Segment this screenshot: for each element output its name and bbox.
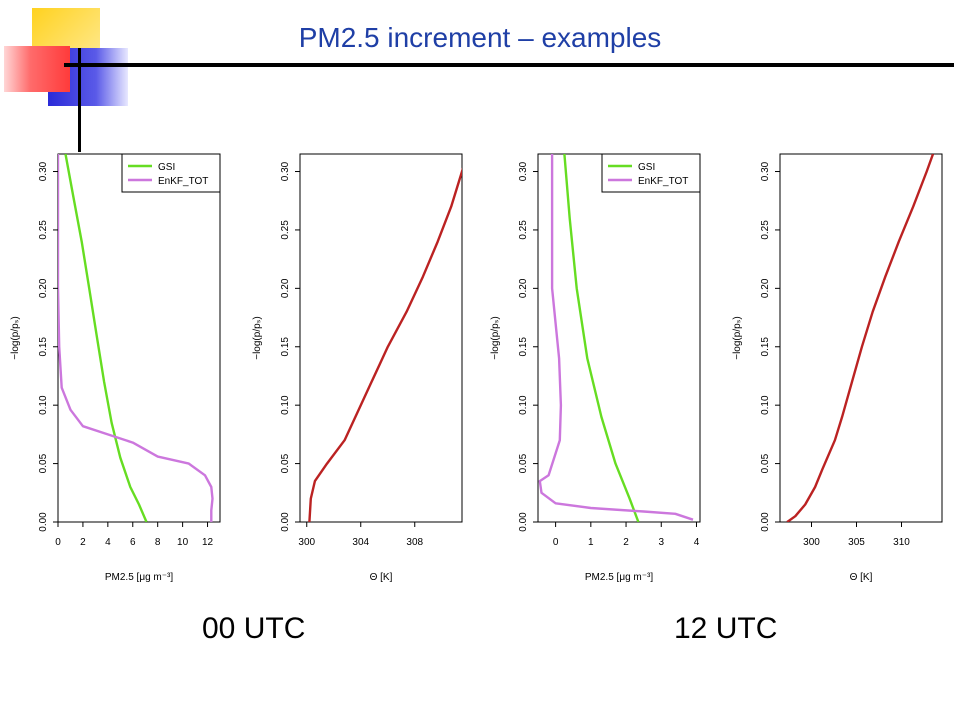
series-line-gsi [64,154,148,522]
y-tick-label: 0.00 [280,512,291,532]
x-axis-label: Θ [K] [370,572,393,583]
y-tick-label: 0.30 [518,161,529,181]
legend-label: GSI [638,162,655,173]
legend: GSI EnKF_TOT [601,153,701,193]
plot-frame [537,153,701,523]
x-tick-label: 300 [803,537,820,548]
y-tick-label: 0.20 [518,278,529,298]
x-tick-label: 4 [694,537,700,548]
plot-frame [299,153,463,523]
x-tick-label: 12 [202,537,214,548]
series-line-enkf-tot [58,154,214,522]
y-tick-label: 0.25 [760,220,771,240]
x-axis-label: PM2.5 [μg m⁻³] [585,572,653,583]
x-axis-label: PM2.5 [μg m⁻³] [105,572,173,583]
legend-label: EnKF_TOT [638,176,688,187]
chart-panel-1: 0.00 0.05 0.10 0.15 0.20 0.25 0.30 0 2 4 6 8 10 12 PM2… [10,153,221,583]
y-tick-label: 0.20 [760,278,771,298]
x-tick-label: 10 [177,537,189,548]
legend-label: EnKF_TOT [158,176,208,187]
series-line-gsi [563,154,640,522]
x-tick-label: 300 [298,537,315,548]
y-tick-label: 0.25 [280,220,291,240]
y-tick-label: 0.25 [38,220,49,240]
y-tick-label: 0.00 [518,512,529,532]
slide-title: PM2.5 increment – examples [298,22,662,53]
y-tick-label: 0.30 [760,161,771,181]
x-tick-label: 304 [352,537,369,548]
y-tick-label: 0.20 [280,278,291,298]
y-axis-label: −log(p/pₛ) [10,316,21,359]
y-tick-label: 0.10 [38,395,49,415]
y-tick-label: 0.15 [518,337,529,357]
y-tick-label: 0.05 [38,453,49,473]
series-line-theta [308,167,462,522]
y-axis-label: −log(p/pₛ) [252,316,263,359]
legend-label: GSI [158,162,175,173]
y-tick-label: 0.30 [38,161,49,181]
y-tick-label: 0.30 [280,161,291,181]
x-tick-label: 0 [55,537,61,548]
plot-frame [779,153,943,523]
y-tick-label: 0.05 [518,453,529,473]
deco-horizontal-line [64,63,954,67]
x-tick-label: 8 [155,537,161,548]
x-tick-label: 308 [406,537,423,548]
y-tick-label: 0.20 [38,278,49,298]
x-axis-label: Θ [K] [850,572,873,583]
chart-panel-2: 0.00 0.05 0.10 0.15 0.20 0.25 0.30 300 304 308 Θ [… [252,153,463,583]
chart-panel-4: 0.00 0.05 0.10 0.15 0.20 0.25 0.30 300 305 310 Θ [… [732,153,943,583]
label-12-utc: 12 UTC [674,612,778,645]
legend: GSI EnKF_TOT [121,153,221,193]
y-tick-label: 0.25 [518,220,529,240]
x-tick-label: 310 [893,537,910,548]
y-tick-label: 0.15 [38,337,49,357]
deco-red-square [4,46,70,92]
chart-panel-3: 0.00 0.05 0.10 0.15 0.20 0.25 0.30 0 1 2 3 4 PM2.5 [… [490,153,701,583]
plot-frame [57,153,221,523]
legend-box [601,153,701,193]
x-tick-label: 2 [623,537,629,548]
series-line-enkf-tot [538,154,694,521]
y-tick-label: 0.10 [280,395,291,415]
x-tick-label: 2 [80,537,86,548]
x-tick-label: 6 [130,537,136,548]
x-tick-label: 3 [658,537,664,548]
legend-box [121,153,221,193]
y-tick-label: 0.10 [760,395,771,415]
x-tick-label: 305 [848,537,865,548]
deco-vertical-line [78,48,81,152]
x-tick-label: 4 [105,537,111,548]
y-tick-label: 0.00 [38,512,49,532]
series-line-theta [786,154,935,522]
y-tick-label: 0.15 [280,337,291,357]
y-tick-label: 0.10 [518,395,529,415]
y-tick-label: 0.00 [760,512,771,532]
y-tick-label: 0.05 [280,453,291,473]
y-axis-label: −log(p/pₛ) [732,316,743,359]
x-tick-label: 0 [553,537,559,548]
label-00-utc: 00 UTC [202,612,306,645]
y-axis-label: −log(p/pₛ) [490,316,501,359]
x-tick-label: 1 [588,537,594,548]
y-tick-label: 0.15 [760,337,771,357]
y-tick-label: 0.05 [760,453,771,473]
